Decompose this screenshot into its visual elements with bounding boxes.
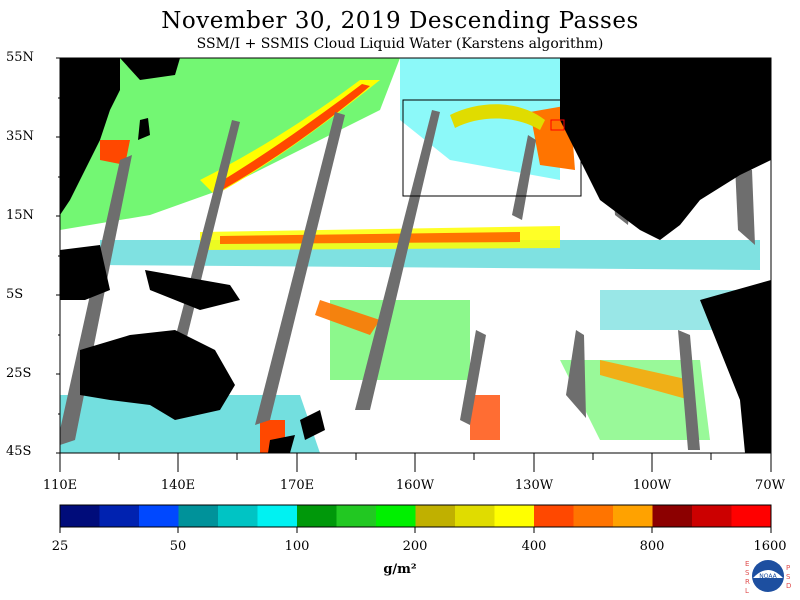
colorbar-label-200: 200 [402,539,428,554]
svg-text:E: E [745,560,749,568]
map-plot-area [60,58,771,453]
colorbar-label-400: 400 [521,539,547,554]
colorbar-swatch [376,505,416,527]
colorbar-swatch [178,505,219,527]
lon-label-110e: 110E [42,478,78,493]
lat-label-55n: 55N [6,50,34,65]
lat-label-35n: 35N [6,129,34,144]
colorbar-swatch [139,505,179,527]
colorbar-swatch [415,505,456,527]
asia-land [60,58,120,215]
new-zealand-south-land [268,435,295,453]
latitude-ticks [56,57,60,454]
land-masses [60,58,771,453]
colorbar-swatch [257,505,298,527]
lon-label-160w: 160W [395,478,435,493]
new-guinea-land [145,270,240,310]
colorbar-swatch [692,505,732,527]
colorbar-swatch [218,505,258,527]
colorbar-ticks [59,527,772,533]
lon-label-140e: 140E [160,478,196,493]
colorbar-label-100: 100 [284,539,310,554]
colorbar-swatch [99,505,140,527]
new-zealand-north-land [300,410,325,440]
colorbar-swatch [652,505,693,527]
colorbar-swatch [613,505,653,527]
highlight-box [550,119,565,131]
colorbar-label-50: 50 [169,539,187,554]
colorbar-units: g/m² [383,562,417,577]
lon-label-170e: 170E [279,478,315,493]
lat-label-5s: 5S [6,287,24,302]
longitude-ticks [59,453,772,472]
region-box [402,99,582,197]
svg-text:P: P [786,564,790,572]
japan-land [138,118,150,140]
map-subtitle: SSM/I + SSMIS Cloud Liquid Water (Karste… [196,36,604,52]
east-siberia-land [120,58,180,80]
colorbar-swatch [336,505,377,527]
north-america-land [560,58,771,240]
swath-gaps [60,110,755,450]
borneo-region-land [60,245,110,300]
south-america-land [700,280,771,453]
noaa-esrl-psd-logo: E S R L P S D NOAA [745,560,791,595]
colorbar-swatch [731,505,772,527]
colorbar-swatch [534,505,574,527]
colorbar-swatch [297,505,337,527]
australia-land [80,330,235,420]
lat-label-45s: 45S [6,444,32,459]
colorbar-label-25: 25 [51,539,69,554]
svg-text:R: R [745,578,750,586]
colorbar-label-1600: 1600 [753,539,787,554]
lat-label-25s: 25S [6,366,32,381]
colorbar [59,504,772,528]
cloud-water-field [60,58,760,453]
colorbar-label-800: 800 [639,539,665,554]
svg-text:D: D [786,582,791,590]
svg-text:NOAA: NOAA [759,573,777,580]
colorbar-swatch [455,505,495,527]
lon-label-70w: 70W [755,478,785,493]
svg-text:L: L [745,587,749,595]
svg-text:S: S [745,569,750,577]
map-title: November 30, 2019 Descending Passes [161,8,639,34]
lon-label-100w: 100W [632,478,672,493]
colorbar-swatch [573,505,614,527]
lon-label-130w: 130W [514,478,554,493]
colorbar-swatch [494,505,535,527]
lat-label-15n: 15N [6,208,34,223]
colorbar-swatch [60,505,100,527]
svg-text:S: S [786,573,791,581]
logo-side-letters: E S R L P S D [745,560,791,595]
